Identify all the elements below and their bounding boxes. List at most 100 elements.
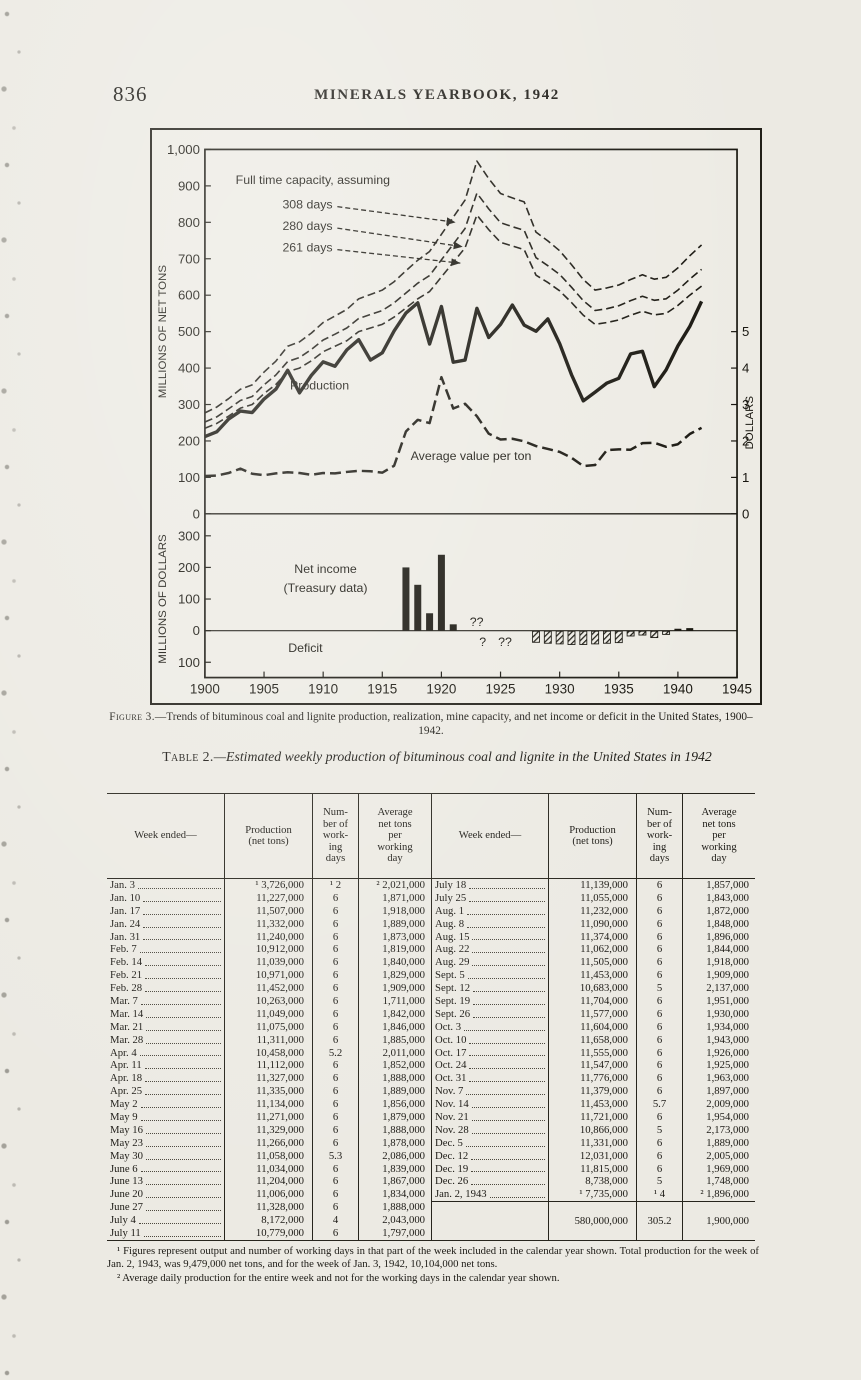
table-cell-date: May 16 xyxy=(107,1124,224,1137)
table-cell-production: 10,779,000 xyxy=(224,1227,312,1240)
table-cell-production: 11,555,000 xyxy=(548,1046,636,1060)
table-cell-production: 8,738,000 xyxy=(548,1175,636,1189)
table-row: Mar. 14 11,049,000 6 1,842,000 xyxy=(107,1007,431,1021)
table-row: May 2 11,134,000 6 1,856,000 xyxy=(107,1098,431,1112)
table-cell-days: 6 xyxy=(636,1046,682,1060)
table-row: Jan. 17 11,507,000 6 1,918,000 xyxy=(107,904,431,918)
table-cell-date: June 6 xyxy=(107,1163,224,1176)
table-cell-days: 6 xyxy=(312,982,358,996)
table-cell-days: 6 xyxy=(312,956,358,970)
weekly-production-table: Week ended— Production (net tons) Num- b… xyxy=(107,793,755,1241)
table-row: July 18 11,139,000 6 1,857,000 xyxy=(431,879,755,892)
svg-text:1920: 1920 xyxy=(426,682,456,697)
table-cell-average: 1,872,000 xyxy=(682,904,755,918)
table-cell-average: 1,963,000 xyxy=(682,1072,755,1086)
dot-leader xyxy=(145,991,221,993)
table-row: Feb. 28 11,452,000 6 1,909,000 xyxy=(107,982,431,996)
table-cell-production: 11,505,000 xyxy=(548,956,636,970)
dot-leader xyxy=(145,1145,221,1147)
table-row: Jan. 24 11,332,000 6 1,889,000 xyxy=(107,917,431,931)
page-number: 836 xyxy=(113,82,148,106)
table-cell-days: 6 xyxy=(312,969,358,983)
svg-text:1,000: 1,000 xyxy=(167,142,200,157)
svg-text:Net income: Net income xyxy=(294,562,357,576)
dot-leader xyxy=(469,1042,545,1044)
table-row: Dec. 19 11,815,000 6 1,969,000 xyxy=(431,1162,755,1176)
table-row: Apr. 4 10,458,000 5.2 2,011,000 xyxy=(107,1046,431,1060)
svg-text:600: 600 xyxy=(178,288,200,303)
dot-leader xyxy=(146,1042,221,1044)
dot-leader xyxy=(145,1094,221,1096)
table-right-half: July 18 11,139,000 6 1,857,000 July 25 11,055… xyxy=(431,879,755,1240)
dot-leader xyxy=(145,1184,221,1186)
table-cell-production: 11,311,000 xyxy=(224,1033,312,1047)
table-cell-production: 11,112,000 xyxy=(224,1059,312,1073)
table-cell-production: 10,458,000 xyxy=(224,1046,312,1060)
table-cell-production: 11,055,000 xyxy=(548,891,636,905)
table-cell-production: 11,006,000 xyxy=(224,1188,312,1202)
table-cell-days: 6 xyxy=(636,995,682,1008)
col-header-days-left: Num- ber of work- ing days xyxy=(312,794,358,878)
table-cell-date: May 23 xyxy=(107,1137,224,1150)
table-header-row: Week ended— Production (net tons) Num- b… xyxy=(107,793,755,879)
table-cell-average: 1,852,000 xyxy=(358,1059,431,1073)
figure-3-chart: 0 100 200 300 400 500 600 700 800 900 1,000 0 1 2 3 4 5 3… xyxy=(150,128,762,705)
table-cell-date: Mar. 14 xyxy=(107,1008,224,1021)
table-cell-days: 6 xyxy=(636,891,682,905)
table-cell-date: Feb. 28 xyxy=(107,982,224,995)
table-cell-days: 5 xyxy=(636,1123,682,1137)
table-cell-average: 1,829,000 xyxy=(358,969,431,983)
table-title: Table 2.—Estimated weekly production of … xyxy=(113,748,761,765)
dot-leader xyxy=(467,978,545,980)
svg-text:(Treasury data): (Treasury data) xyxy=(284,581,368,595)
table-row: June 27 11,328,000 6 1,888,000 xyxy=(107,1201,431,1215)
table-cell-date: June 13 xyxy=(107,1175,224,1188)
table-row: June 20 11,006,000 6 1,834,000 xyxy=(107,1188,431,1202)
table-cell-average: 1,909,000 xyxy=(358,982,431,996)
svg-text:700: 700 xyxy=(178,251,200,266)
svg-text:??: ?? xyxy=(498,635,512,649)
table-cell-days: 5 xyxy=(636,1175,682,1189)
table-cell-date: Jan. 31 xyxy=(107,931,224,944)
svg-text:200: 200 xyxy=(178,560,200,575)
table-row: Aug. 29 11,505,000 6 1,918,000 xyxy=(431,956,755,970)
table-cell-days: 6 xyxy=(636,1007,682,1021)
svg-text:1905: 1905 xyxy=(249,682,279,697)
figure-caption-label: Figure 3. xyxy=(109,711,155,723)
table-cell-average: 1,848,000 xyxy=(682,917,755,931)
table-cell-days: 6 xyxy=(636,943,682,957)
table-cell-days: 6 xyxy=(636,1136,682,1150)
table-cell-average: 1,897,000 xyxy=(682,1085,755,1099)
svg-text:Average value per ton: Average value per ton xyxy=(411,449,532,463)
table-cell-average: 1,839,000 xyxy=(358,1162,431,1176)
table-cell-production: 11,075,000 xyxy=(224,1020,312,1034)
table-row: Nov. 7 11,379,000 6 1,897,000 xyxy=(431,1085,755,1099)
table-cell-days: 6 xyxy=(312,1111,358,1124)
table-cell-production: 11,134,000 xyxy=(224,1098,312,1112)
table-row: Sept. 5 11,453,000 6 1,909,000 xyxy=(431,969,755,983)
table-cell-average: 2,043,000 xyxy=(358,1214,431,1228)
table-cell-average: 2,173,000 xyxy=(682,1123,755,1137)
svg-text:Full time capacity, assuming: Full time capacity, assuming xyxy=(236,173,390,187)
svg-text:900: 900 xyxy=(178,178,200,193)
table-cell-date: Feb. 21 xyxy=(107,969,224,982)
table-cell-production: 11,090,000 xyxy=(548,917,636,931)
table-cell-days: 6 xyxy=(636,930,682,944)
table-cell-days: ¹ 4 xyxy=(636,1188,682,1202)
table-cell-average: 1,834,000 xyxy=(358,1188,431,1202)
dot-leader xyxy=(469,887,545,889)
col-header-production-right: Production (net tons) xyxy=(548,794,636,878)
table-row: Mar. 28 11,311,000 6 1,885,000 xyxy=(107,1033,431,1047)
table-cell-average: 2,011,000 xyxy=(358,1046,431,1060)
table-row: Jan. 31 11,240,000 6 1,873,000 xyxy=(107,930,431,944)
table-cell-date: Apr. 25 xyxy=(107,1085,224,1098)
table-cell-average: 2,137,000 xyxy=(682,982,755,996)
dot-leader xyxy=(140,1171,221,1173)
dot-leader xyxy=(137,887,221,889)
table-cell-date: Apr. 18 xyxy=(107,1072,224,1085)
table-cell-date: Jan. 3 xyxy=(107,879,224,892)
svg-text:Production: Production xyxy=(290,379,349,393)
table-cell-production: 580,000,000 xyxy=(548,1202,636,1240)
dot-leader xyxy=(471,1119,545,1121)
